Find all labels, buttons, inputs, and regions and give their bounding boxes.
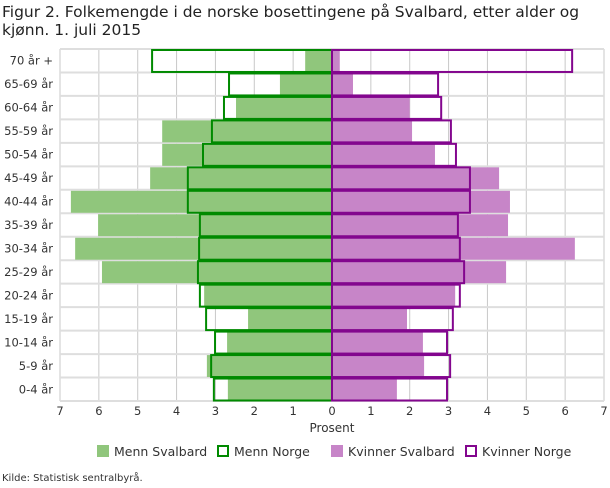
- bar-kvinner-svalbard: [332, 261, 507, 284]
- bar-kvinner-svalbard: [332, 167, 500, 190]
- legend-swatch-2: [331, 445, 343, 457]
- bar-menn-svalbard: [227, 378, 332, 401]
- bar-kvinner-svalbard: [332, 378, 397, 401]
- bar-outline-menn-norge: [151, 49, 333, 73]
- bar-menn-svalbard: [305, 50, 332, 72]
- bar-kvinner-svalbard: [332, 237, 575, 260]
- category-label: 40-44 år: [4, 195, 53, 209]
- bar-menn-svalbard: [150, 167, 332, 190]
- x-tick-label: 1: [289, 404, 296, 418]
- legend-label: Menn Svalbard: [114, 444, 207, 459]
- bar-kvinner-svalbard: [332, 143, 435, 166]
- bar-menn-svalbard: [204, 284, 332, 307]
- x-tick-label: 5: [523, 404, 530, 418]
- bar-menn-svalbard: [206, 355, 332, 378]
- bar-kvinner-svalbard: [332, 214, 509, 237]
- legend-swatch-3: [465, 445, 477, 457]
- category-label: 35-39 år: [4, 218, 53, 232]
- x-tick-label: 2: [406, 404, 413, 418]
- x-tick-label: 7: [600, 404, 607, 418]
- bar-menn-svalbard: [162, 120, 332, 143]
- x-tick-label: 3: [212, 404, 219, 418]
- x-axis-label: Prosent: [310, 421, 355, 435]
- bar-kvinner-svalbard: [332, 355, 425, 378]
- category-label: 65-69 år: [4, 77, 53, 91]
- category-label: 70 år +: [10, 54, 53, 68]
- x-tick-label: 4: [484, 404, 491, 418]
- bar-outline-kvinner-norge: [331, 49, 574, 73]
- bar-kvinner-svalbard: [332, 73, 353, 96]
- source-note: Kilde: Statistisk sentralbyrå.: [2, 473, 143, 484]
- category-label: 0-4 år: [19, 382, 53, 396]
- category-label: 45-49 år: [4, 171, 53, 185]
- legend-label: Kvinner Svalbard: [348, 444, 455, 459]
- category-label: 20-24 år: [4, 288, 53, 302]
- x-tick-label: 6: [561, 404, 568, 418]
- bar-menn-svalbard: [248, 308, 332, 331]
- x-tick-label: 3: [445, 404, 452, 418]
- bar-menn-svalbard: [227, 331, 332, 354]
- category-label: 50-54 år: [4, 148, 53, 162]
- category-label: 10-14 år: [4, 335, 53, 349]
- category-label: 30-34 år: [4, 241, 53, 255]
- legend-swatch-0: [97, 445, 109, 457]
- category-label: 5-9 år: [19, 359, 53, 373]
- category-label: 15-19 år: [4, 312, 53, 326]
- bar-menn-svalbard: [236, 96, 332, 119]
- chart-title: Figur 2. Folkemengde i de norske bosetti…: [2, 3, 580, 39]
- legend-swatch-1: [217, 445, 229, 457]
- category-label: 55-59 år: [4, 124, 53, 138]
- bar-kvinner-svalbard: [332, 331, 423, 354]
- x-tick-label: 1: [367, 404, 374, 418]
- bar-kvinner-svalbard: [332, 190, 510, 213]
- legend-label: Kvinner Norge: [482, 444, 572, 459]
- bar-kvinner-svalbard: [332, 308, 407, 331]
- x-tick-label: 4: [173, 404, 180, 418]
- bar-menn-svalbard: [162, 143, 332, 166]
- bar-menn-svalbard: [75, 237, 332, 260]
- bar-menn-svalbard: [70, 190, 332, 213]
- x-tick-label: 5: [134, 404, 141, 418]
- bar-menn-svalbard: [101, 261, 332, 284]
- x-tick-label: 7: [56, 404, 63, 418]
- category-label: 25-29 år: [4, 265, 53, 279]
- bar-kvinner-svalbard: [332, 284, 456, 307]
- x-tick-label: 0: [328, 404, 335, 418]
- legend-label: Menn Norge: [234, 444, 310, 459]
- bar-kvinner-svalbard: [332, 50, 340, 72]
- bar-kvinner-svalbard: [332, 120, 413, 143]
- x-tick-label: 2: [251, 404, 258, 418]
- bar-menn-svalbard: [279, 73, 332, 96]
- x-tick-label: 6: [95, 404, 102, 418]
- category-label: 60-64 år: [4, 101, 53, 115]
- bar-menn-svalbard: [98, 214, 332, 237]
- bar-kvinner-svalbard: [332, 96, 410, 119]
